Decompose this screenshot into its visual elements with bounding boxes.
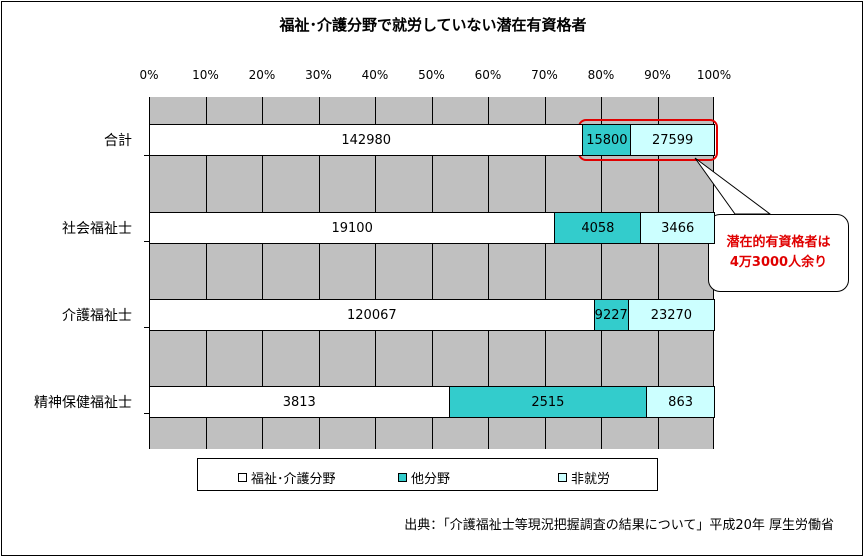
x-tick-label: 40% bbox=[361, 68, 389, 82]
legend-swatch bbox=[238, 473, 247, 482]
bar-segment: 3466 bbox=[640, 212, 715, 244]
bar-segment: 142980 bbox=[149, 124, 584, 156]
callout-line-2: 4万3000人余り bbox=[729, 255, 828, 270]
grid-line bbox=[375, 97, 376, 449]
y-tick bbox=[144, 241, 149, 242]
grid-line bbox=[431, 97, 433, 449]
grid-line bbox=[488, 97, 489, 449]
x-tick-label: 30% bbox=[305, 68, 332, 82]
legend-label: 福祉･介護分野 bbox=[251, 472, 336, 487]
source-note: 出典：「介護福祉士等現況把握調査の結果について」平成20年 厚生労働省 bbox=[404, 518, 834, 533]
legend: 福祉･介護分野 他分野 非就労 bbox=[197, 458, 658, 491]
category-label: 社会福祉士 bbox=[62, 221, 132, 237]
grid-line bbox=[205, 97, 207, 449]
x-tick-label: 50% bbox=[418, 68, 445, 82]
legend-label: 他分野 bbox=[411, 472, 451, 487]
bar-segment: 9227 bbox=[593, 299, 629, 331]
x-tick-label: 10% bbox=[192, 68, 219, 82]
x-tick-label: 0% bbox=[139, 68, 159, 82]
chart-title: 福祉･介護分野で就労していない潜在有資格者 bbox=[279, 16, 587, 34]
bar-segment: 23270 bbox=[627, 299, 715, 331]
grid-line bbox=[318, 97, 320, 449]
y-tick bbox=[144, 327, 149, 328]
bar-segment: 4058 bbox=[554, 212, 642, 244]
bar-segment: 863 bbox=[646, 386, 715, 418]
x-tick-label: 70% bbox=[531, 68, 558, 82]
grid-line bbox=[149, 97, 150, 449]
bar-segment: 27599 bbox=[630, 124, 715, 156]
grid-line bbox=[657, 97, 659, 449]
y-tick bbox=[144, 155, 149, 156]
legend-swatch bbox=[398, 473, 407, 482]
bar-segment: 120067 bbox=[149, 299, 595, 331]
callout-annotation: 潜在的有資格者は 4万3000人余り bbox=[708, 214, 849, 292]
bar-segment: 19100 bbox=[149, 212, 556, 244]
grid-line bbox=[544, 97, 546, 449]
x-tick-label: 20% bbox=[248, 68, 276, 82]
bar-segment: 3813 bbox=[149, 386, 450, 418]
x-tick-label: 90% bbox=[644, 68, 671, 82]
x-tick-label: 100% bbox=[696, 68, 732, 82]
legend-item-nonemployed: 非就労 bbox=[558, 468, 610, 487]
grid-line bbox=[262, 97, 263, 449]
callout-line-1: 潜在的有資格者は bbox=[726, 235, 831, 250]
category-label: 介護福祉士 bbox=[62, 308, 132, 324]
category-label: 精神保健福祉士 bbox=[34, 395, 132, 411]
grid-line bbox=[601, 97, 602, 449]
x-tick-label: 60% bbox=[474, 68, 502, 82]
legend-item-other: 他分野 bbox=[398, 468, 450, 487]
y-tick bbox=[144, 413, 149, 414]
legend-item-welfare: 福祉･介護分野 bbox=[238, 468, 336, 487]
category-label: 合計 bbox=[104, 133, 132, 149]
bar-segment: 15800 bbox=[582, 124, 632, 156]
legend-swatch bbox=[558, 473, 567, 482]
x-tick-label: 80% bbox=[587, 68, 615, 82]
legend-label: 非就労 bbox=[571, 472, 611, 487]
bar-segment: 2515 bbox=[448, 386, 648, 418]
